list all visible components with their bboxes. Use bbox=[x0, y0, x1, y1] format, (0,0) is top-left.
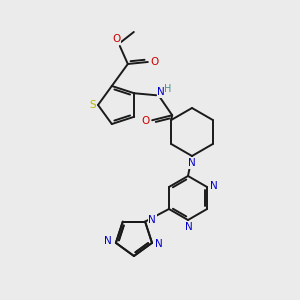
Text: N: N bbox=[157, 87, 165, 97]
Text: O: O bbox=[113, 34, 121, 44]
Text: N: N bbox=[188, 158, 196, 168]
Text: N: N bbox=[155, 239, 163, 249]
Text: N: N bbox=[210, 181, 218, 191]
Text: N: N bbox=[148, 214, 156, 225]
Text: N: N bbox=[104, 236, 112, 246]
Text: H: H bbox=[164, 84, 172, 94]
Text: O: O bbox=[141, 116, 149, 126]
Text: O: O bbox=[151, 57, 159, 67]
Text: N: N bbox=[185, 222, 193, 232]
Text: S: S bbox=[90, 100, 96, 110]
